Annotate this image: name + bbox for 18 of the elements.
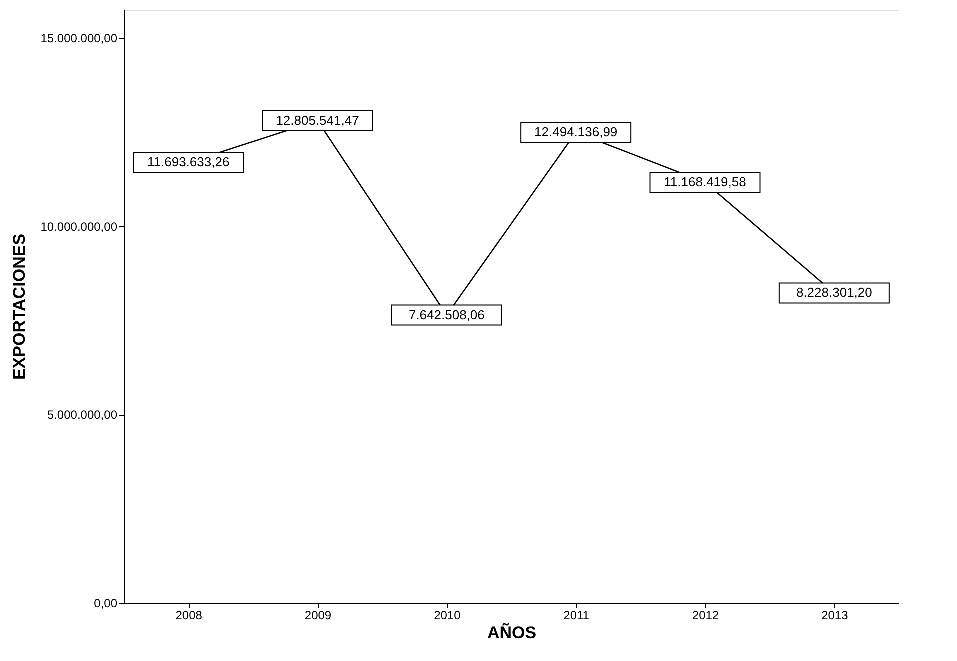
data-label: 7.642.508,06 — [408, 307, 485, 322]
data-label: 12.805.541,47 — [276, 112, 360, 128]
y-tick-label: 5.000.000,00 — [47, 408, 118, 422]
x-tick-label: 2008 — [176, 608, 203, 622]
x-tick-label: 2009 — [304, 608, 332, 622]
x-tick-label: 2012 — [692, 608, 720, 622]
data-label: 11.168.419,58 — [664, 174, 746, 190]
data-label: 11.693.633,26 — [147, 154, 230, 170]
x-tick-label: 2013 — [822, 608, 849, 622]
x-tick-label: 2010 — [434, 608, 462, 622]
data-label: 12.494.136,99 — [534, 124, 618, 140]
y-tick-label: 0,00 — [94, 596, 118, 610]
x-tick-label: 2011 — [564, 608, 590, 622]
y-tick-label: 10.000.000,00 — [40, 220, 118, 234]
y-axis-title: EXPORTACIONES — [10, 234, 29, 380]
y-tick-label: 15.000.000,00 — [40, 32, 118, 46]
x-axis-title: AÑOS — [487, 622, 537, 642]
data-label: 8.228.301,20 — [796, 285, 872, 300]
